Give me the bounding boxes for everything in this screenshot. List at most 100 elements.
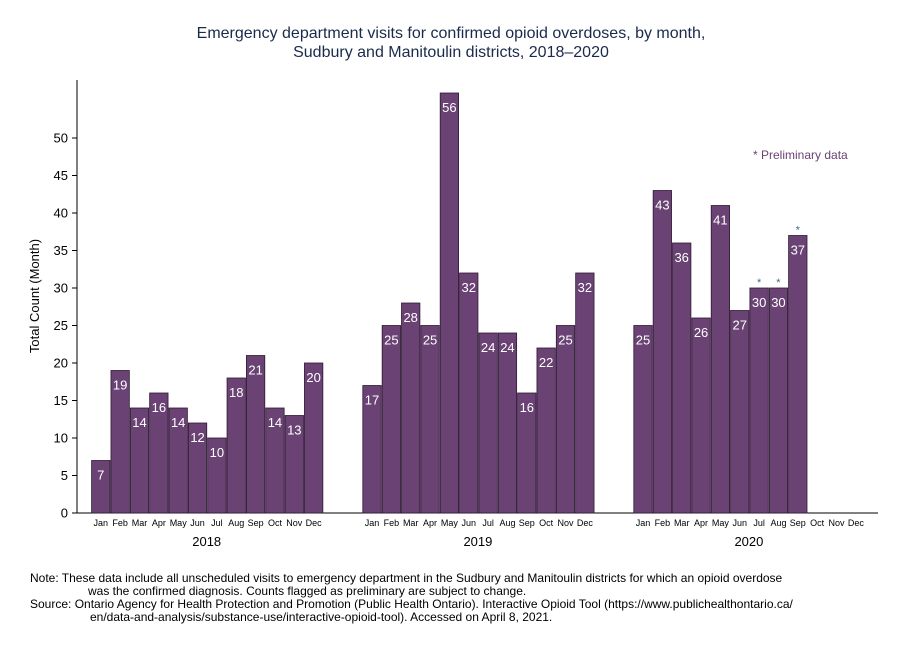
bar-chart: Emergency department visits for confirme… — [27, 25, 878, 549]
bar-value-label: 25 — [384, 333, 398, 348]
x-tick-label: Sep — [790, 518, 806, 528]
bar — [168, 407, 188, 514]
y-tick-label: 10 — [54, 431, 68, 446]
notes: Note: These data include all unscheduled… — [30, 572, 890, 624]
bar — [691, 317, 711, 514]
bar-value-label: 24 — [481, 340, 495, 355]
bar — [304, 362, 324, 514]
x-tick-label: Aug — [228, 518, 244, 528]
bar-value-label: 13 — [287, 423, 301, 438]
y-tick-label: 5 — [61, 468, 68, 483]
bar — [517, 392, 537, 514]
x-axis-labels: Jan Feb Mar Apr May Jun Jul Aug Sep Oct Nov Dec2018… — [94, 518, 865, 549]
x-tick-label: Jun — [461, 518, 476, 528]
x-tick-label: Apr — [694, 518, 708, 528]
x-tick-label: Sep — [519, 518, 535, 528]
x-tick-label: Nov — [286, 518, 303, 528]
bar-value-label: 56 — [442, 100, 456, 115]
bar — [207, 437, 227, 514]
bar — [420, 325, 440, 514]
y-tick-label: 40 — [54, 206, 68, 221]
bar — [265, 407, 285, 514]
bar — [768, 287, 789, 514]
bar-value-label: 32 — [462, 280, 476, 295]
year-label: 2020 — [734, 534, 763, 549]
bar-value-label: 22 — [539, 355, 553, 370]
bar — [788, 235, 808, 514]
bar — [710, 205, 731, 514]
x-tick-label: Apr — [152, 518, 166, 528]
x-tick-label: Aug — [499, 518, 515, 528]
note-line1: Note: These data include all unscheduled… — [30, 571, 783, 585]
y-tick-label: 30 — [54, 281, 68, 296]
x-tick-label: Mar — [403, 518, 419, 528]
bar-value-label: 30 — [752, 295, 766, 310]
x-tick-label: Oct — [268, 518, 283, 528]
x-tick-label: Aug — [770, 518, 786, 528]
y-tick-label: 0 — [61, 506, 68, 521]
x-tick-label: Apr — [423, 518, 437, 528]
bar-value-label: 30 — [771, 295, 785, 310]
bar-value-label: 10 — [210, 445, 224, 460]
bar-value-label: 25 — [636, 333, 650, 348]
x-tick-label: Mar — [674, 518, 690, 528]
x-tick-label: Jan — [365, 518, 380, 528]
chart-title-line2: Sudbury and Manitoulin districts, 2018–2… — [293, 44, 609, 61]
x-tick-label: Feb — [384, 518, 400, 528]
y-tick-label: 25 — [54, 318, 68, 333]
x-tick-label: May — [712, 518, 730, 528]
bar — [555, 325, 576, 514]
bar-value-label: 7 — [97, 468, 104, 483]
x-tick-label: Jun — [190, 518, 205, 528]
x-tick-label: Feb — [112, 518, 128, 528]
x-tick-label: Jan — [94, 518, 109, 528]
y-axis-label: Total Count (Month) — [27, 239, 42, 353]
bar-value-label: 26 — [694, 325, 708, 340]
bar-value-label: 16 — [152, 400, 166, 415]
preliminary-marker: * — [776, 277, 781, 289]
bar-value-label: 25 — [423, 333, 437, 348]
bar-value-label: 25 — [558, 333, 572, 348]
bar — [478, 332, 498, 514]
bar-value-label: 21 — [248, 363, 262, 378]
bar — [672, 242, 692, 514]
y-tick-label: 50 — [54, 131, 68, 146]
x-tick-label: Jun — [732, 518, 747, 528]
bar — [459, 272, 479, 514]
bar-value-label: 19 — [113, 378, 127, 393]
bar-value-label: 27 — [733, 318, 747, 333]
bar-value-label: 43 — [655, 198, 669, 213]
x-tick-label: Jul — [211, 518, 223, 528]
x-tick-label: May — [170, 518, 188, 528]
x-tick-label: Oct — [810, 518, 825, 528]
bar — [749, 287, 769, 514]
bar — [226, 377, 246, 514]
bar-value-label: 16 — [520, 400, 534, 415]
bar-value-label: 28 — [403, 310, 417, 325]
x-tick-label: Feb — [655, 518, 671, 528]
bar — [362, 385, 382, 514]
source-line2: en/data-and-analysis/substance-use/inter… — [90, 610, 553, 624]
x-tick-label: Jan — [636, 518, 651, 528]
bar-value-label: 32 — [578, 280, 592, 295]
year-label: 2019 — [463, 534, 492, 549]
bar-value-label: 14 — [132, 415, 146, 430]
bar-value-label: 14 — [171, 415, 185, 430]
bar-value-label: 37 — [791, 243, 805, 258]
bar — [439, 92, 460, 514]
x-tick-label: Jul — [753, 518, 765, 528]
bar-value-label: 18 — [229, 385, 243, 400]
x-tick-label: Sep — [248, 518, 264, 528]
x-tick-label: Oct — [539, 518, 554, 528]
bar-value-label: 41 — [713, 213, 727, 228]
x-tick-label: Nov — [557, 518, 574, 528]
bar-value-label: 36 — [674, 250, 688, 265]
bar — [149, 392, 169, 514]
bars: 7 19 14 16 14 12 10 18 21 14 13 20 17 25 28 25 56 32 24 24 1… — [91, 92, 808, 514]
year-label: 2018 — [192, 534, 221, 549]
bar-value-label: 17 — [365, 393, 379, 408]
bar — [245, 355, 266, 514]
bar — [110, 370, 130, 514]
y-tick-label: 15 — [54, 393, 68, 408]
x-tick-label: Dec — [848, 518, 865, 528]
